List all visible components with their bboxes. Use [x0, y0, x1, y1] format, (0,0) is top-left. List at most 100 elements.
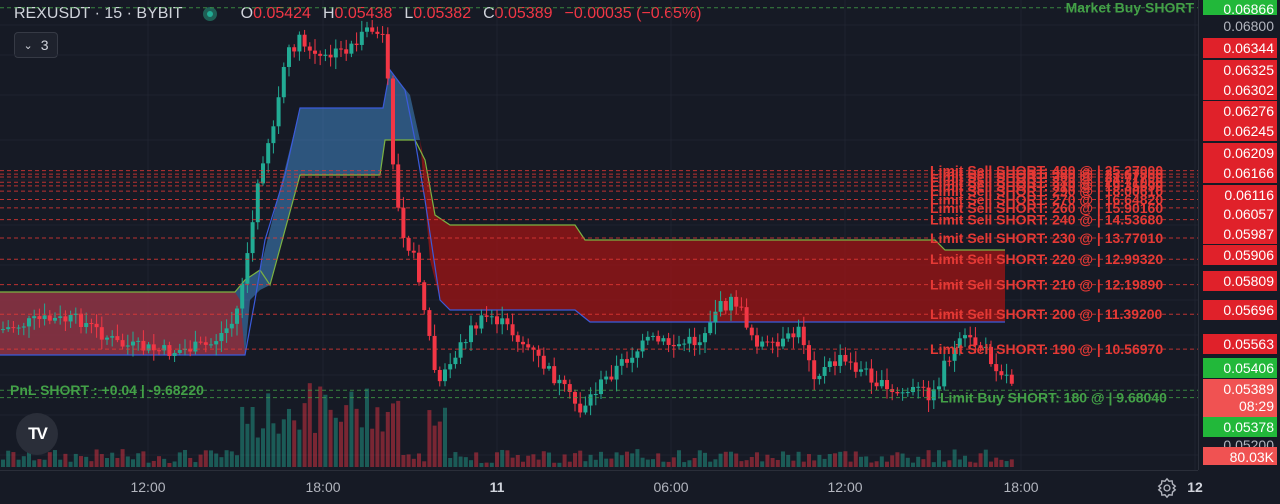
- volume-bar: [147, 463, 151, 467]
- candle-body: [791, 333, 795, 337]
- settings-gear-icon[interactable]: [1156, 477, 1178, 499]
- time-tick-label: 06:00: [653, 479, 688, 495]
- volume-bar: [251, 407, 255, 467]
- time-axis[interactable]: 12:00 18:00 11 06:00 12:00 18:00 12: [0, 470, 1198, 504]
- candle-body: [786, 333, 790, 338]
- volume-bar: [344, 405, 348, 467]
- candle-body: [516, 335, 520, 342]
- volume-bar: [635, 449, 639, 467]
- volume-bar: [849, 462, 853, 467]
- volume-bar: [568, 462, 572, 467]
- order-label: Limit Buy SHORT: 180 @ | 9.68040: [940, 390, 1167, 406]
- candle-body: [537, 350, 541, 356]
- volume-bar: [516, 455, 520, 467]
- candlesticks: [1, 20, 1014, 417]
- volume-bar: [193, 462, 197, 467]
- volume-bar: [875, 461, 879, 467]
- sell-order-price-tag: 0.06276: [1203, 101, 1277, 121]
- volume-bar: [443, 408, 447, 467]
- candle-body: [641, 341, 645, 352]
- volume-bar: [750, 457, 754, 467]
- volume-bar: [209, 450, 213, 467]
- volume-bar: [760, 461, 764, 467]
- volume-bar: [979, 453, 983, 467]
- candle-body: [734, 297, 738, 307]
- volume-bar: [677, 450, 681, 467]
- candle-body: [854, 362, 858, 371]
- candle-body: [136, 341, 140, 342]
- volume-bar: [474, 452, 478, 467]
- price-axis[interactable]: 0.068000.056000.052000.063440.063250.063…: [1198, 0, 1280, 470]
- candle-body: [490, 316, 494, 317]
- volume-bar: [105, 458, 109, 467]
- volume-bar: [360, 427, 364, 467]
- candle-body: [719, 301, 723, 312]
- candle-body: [157, 350, 161, 351]
- volume-bar: [927, 450, 931, 467]
- candle-body: [407, 238, 411, 251]
- volume-bar: [188, 458, 192, 467]
- volume-bar: [162, 459, 166, 467]
- volume-bar: [906, 458, 910, 467]
- volume-bar: [609, 459, 613, 467]
- volume-bar: [734, 454, 738, 467]
- candle-body: [167, 345, 171, 356]
- volume-bar: [885, 462, 889, 467]
- volume-bar: [100, 454, 104, 467]
- volume-bar: [526, 456, 530, 467]
- tradingview-logo[interactable]: TV: [16, 413, 58, 455]
- volume-bar: [22, 456, 26, 467]
- volume-bar: [292, 420, 296, 467]
- volume-bar: [724, 452, 728, 467]
- volume-bar: [661, 462, 665, 467]
- volume-bar: [485, 463, 489, 467]
- candle-body: [204, 342, 208, 345]
- candle-body: [620, 359, 624, 366]
- candle-body: [225, 328, 229, 333]
- volume-bar: [620, 455, 624, 467]
- candle-body: [131, 342, 135, 346]
- volume-bar: [417, 453, 421, 467]
- price-chart[interactable]: Market Buy SHORT Limit Sell SHORT: 400 @ …: [0, 0, 1198, 470]
- candle-body: [698, 342, 702, 345]
- volume-bar: [370, 429, 374, 467]
- time-tick-label: 12:00: [130, 479, 165, 495]
- candle-body: [713, 312, 717, 323]
- candle-body: [651, 336, 655, 337]
- candle-body: [745, 307, 749, 327]
- candle-body: [386, 34, 390, 78]
- candle-body: [417, 253, 421, 283]
- pnl-label: PnL SHORT : +0.04 | -9.68220: [10, 382, 204, 398]
- volume-bar: [869, 463, 873, 467]
- candle-body: [100, 327, 104, 339]
- candle-body: [1, 329, 5, 330]
- candle-body: [615, 366, 619, 380]
- candle-body: [999, 371, 1003, 375]
- volume-bar: [687, 460, 691, 467]
- candle-body: [256, 183, 260, 222]
- volume-bar: [277, 434, 281, 467]
- candle-body: [583, 406, 587, 413]
- candle-body: [901, 392, 905, 393]
- volume-bar: [615, 452, 619, 467]
- order-label: Limit Sell SHORT: 190 @ | 10.56970: [930, 341, 1163, 357]
- candle-body: [79, 314, 83, 327]
- candle-body: [568, 384, 572, 392]
- volume-bar: [531, 454, 535, 467]
- candle-body: [22, 326, 26, 327]
- volume-bar: [329, 410, 333, 467]
- volume-bar: [422, 461, 426, 467]
- volume-bar: [921, 459, 925, 467]
- candle-body: [812, 360, 816, 379]
- volume-bar: [667, 462, 671, 467]
- volume-bar: [17, 460, 21, 467]
- candle-body: [542, 356, 546, 369]
- volume-bar: [646, 460, 650, 467]
- volume-bar: [355, 409, 359, 467]
- candle-body: [880, 380, 884, 386]
- candle-body: [344, 49, 348, 53]
- candle-body: [271, 126, 275, 143]
- candle-body: [594, 394, 598, 395]
- candle-body: [703, 333, 707, 342]
- candle-body: [69, 315, 73, 322]
